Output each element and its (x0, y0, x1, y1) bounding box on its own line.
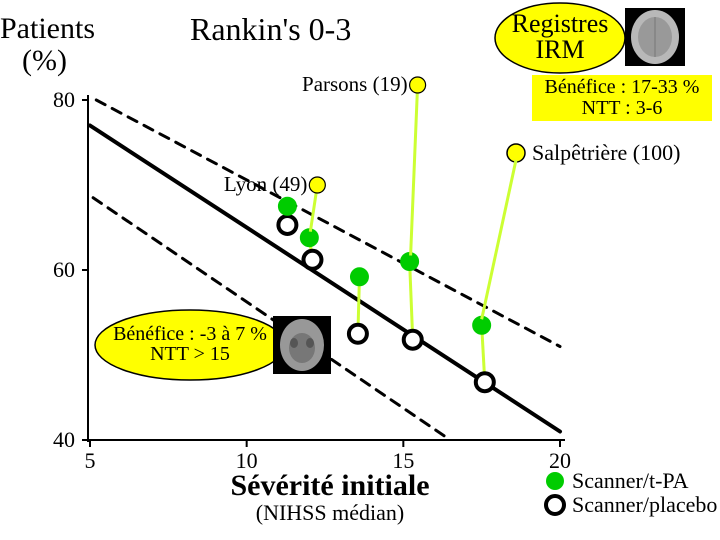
placebo-point (476, 373, 494, 391)
legend-placebo: Scanner/placebo (572, 492, 717, 517)
brain-ct-icon (273, 316, 331, 374)
salp-marker (507, 144, 525, 162)
svg-text:40: 40 (53, 427, 75, 452)
legend: Scanner/t-PA Scanner/placebo (546, 468, 717, 517)
placebo-point (278, 216, 296, 234)
y-axis-label-1: Patients (0, 12, 95, 45)
x-axis-label: Sévérité initiale (230, 469, 429, 502)
svg-text:Parsons (19): Parsons (19) (302, 72, 408, 96)
benefit-right-2: NTT : 3-6 (582, 97, 663, 119)
svg-text:80: 80 (53, 87, 75, 112)
legend-tpa: Scanner/t-PA (572, 468, 689, 493)
placebo-point (349, 325, 367, 343)
x-axis-sublabel: (NIHSS médian) (256, 500, 404, 525)
ci-upper-line (96, 100, 560, 347)
registres-text-1: Registres (512, 9, 609, 38)
benefit-left-2: NTT > 15 (150, 343, 230, 365)
benefit-right-1: Bénéfice : 17-33 % (545, 76, 700, 98)
placebo-point (404, 331, 422, 349)
tpa-point (350, 268, 368, 286)
brain-mri-icon (625, 8, 685, 66)
salp-leader (482, 160, 516, 319)
svg-text:20: 20 (549, 448, 571, 473)
chart-title: Rankin's 0-3 (190, 11, 351, 47)
salp-label: Salpêtrière (100) (532, 140, 680, 165)
svg-text:5: 5 (85, 448, 96, 473)
svg-text:60: 60 (53, 257, 75, 282)
svg-text:Lyon (49): Lyon (49) (224, 172, 307, 196)
placebo-point (303, 251, 321, 269)
registres-text-2: IRM (535, 35, 584, 64)
y-axis-label-2: (%) (22, 44, 67, 77)
tpa-point (278, 197, 296, 215)
benefit-left-1: Bénéfice : -3 à 7 % (113, 323, 267, 345)
